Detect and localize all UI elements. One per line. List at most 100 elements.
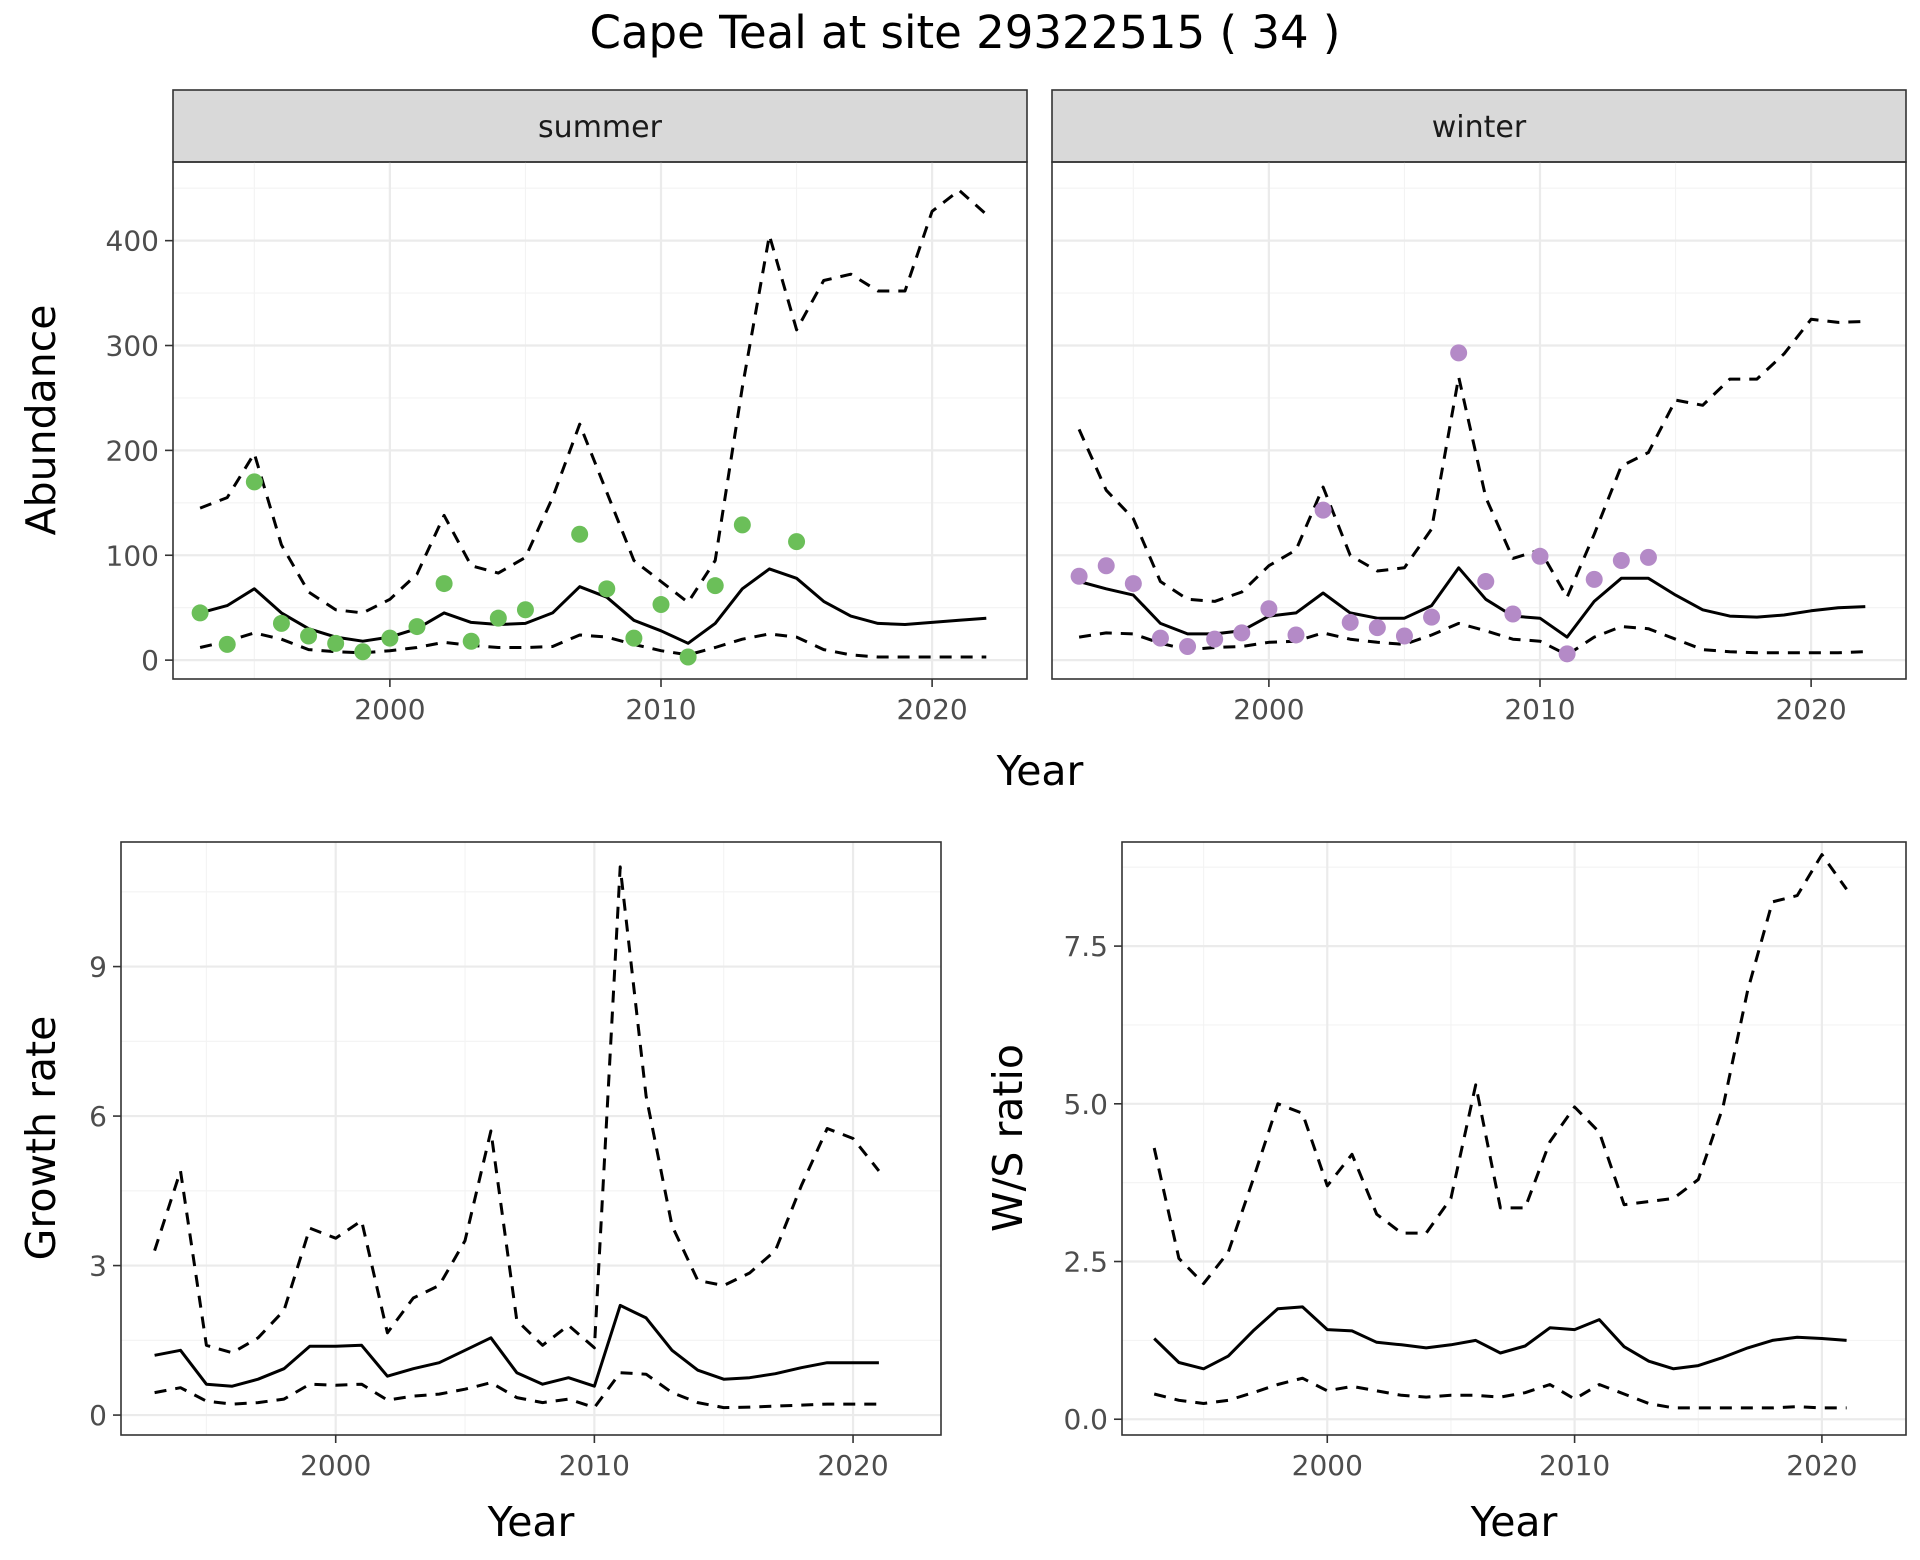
x-axis-title-ws: Year	[1470, 1498, 1558, 1546]
data-point-summer	[191, 604, 209, 622]
data-point-winter	[1314, 501, 1332, 519]
data-point-summer	[245, 473, 263, 491]
x-tick-label: 2000	[354, 693, 425, 726]
data-point-summer	[489, 609, 507, 627]
x-tick-label: 2010	[1504, 693, 1575, 726]
series-line-upper	[153, 865, 881, 1355]
axes-growth: 2000 2010 2020 0 3 6 9	[89, 951, 889, 1482]
data-point-winter	[1233, 624, 1251, 642]
x-axis-title-growth: Year	[487, 1498, 575, 1546]
data-point-winter	[1260, 600, 1278, 618]
y-tick-label: 0	[89, 1399, 107, 1432]
series-line-estimate	[154, 1303, 879, 1388]
y-tick-label: 2.5	[1063, 1246, 1108, 1279]
y-tick-label: 400	[106, 225, 159, 258]
data-growth	[153, 865, 881, 1410]
x-tick-label: 2010	[625, 693, 696, 726]
data-point-winter	[1206, 630, 1224, 648]
data-point-winter	[1341, 613, 1359, 631]
data-point-winter	[1097, 557, 1115, 575]
panel-border-growth	[120, 841, 942, 1436]
x-tick-label: 2010	[559, 1449, 630, 1482]
y-tick-label: 300	[106, 330, 159, 363]
data-point-winter	[1477, 572, 1495, 590]
data-point-winter	[1504, 605, 1522, 623]
strip-winter	[1051, 89, 1907, 163]
data-point-winter	[1124, 575, 1142, 593]
panel-border-winter	[1051, 161, 1907, 680]
series-line-estimate	[199, 567, 987, 645]
data-point-summer	[381, 629, 399, 647]
axes-ws: 2000 2010 2020 0.0 2.5 5.0 7.5	[1063, 930, 1857, 1482]
x-tick-label: 2010	[1539, 1449, 1610, 1482]
data-point-winter	[1531, 547, 1549, 565]
data-point-summer	[435, 575, 453, 593]
strip-label-summer: summer	[538, 110, 663, 145]
y-axis-title-ws: W/S ratio	[984, 1044, 1032, 1232]
figure-title: Cape Teal at site 29322515 ( 34 )	[590, 6, 1341, 59]
data-point-winter	[1423, 608, 1441, 626]
data-point-summer	[462, 632, 480, 650]
data-point-winter	[1287, 626, 1305, 644]
data-point-winter	[1585, 570, 1603, 588]
grid-growth	[121, 842, 941, 1435]
data-point-summer	[788, 533, 806, 551]
data-point-summer	[679, 648, 697, 666]
y-tick-label: 200	[106, 434, 159, 467]
data-point-summer	[571, 525, 589, 543]
data-point-winter	[1151, 629, 1169, 647]
series-line-upper	[1152, 853, 1848, 1286]
data-point-summer	[272, 614, 290, 632]
data-point-summer	[706, 577, 724, 595]
y-tick-label: 5.0	[1063, 1088, 1108, 1121]
data-point-winter	[1612, 551, 1630, 569]
y-tick-label: 0.0	[1063, 1403, 1108, 1436]
data-point-winter	[1368, 619, 1386, 637]
y-tick-label: 9	[89, 951, 107, 984]
grid-ws	[1122, 842, 1906, 1435]
series-line-upper	[199, 188, 988, 615]
x-tick-label: 2000	[300, 1449, 371, 1482]
y-tick-label: 100	[106, 539, 159, 572]
y-axis-title-growth: Growth rate	[17, 1016, 65, 1261]
panel-border-summer	[172, 161, 1028, 680]
data-point-winter	[1450, 344, 1468, 362]
panel-growth-rate: 2000 2010 2020 0 3 6 9	[89, 841, 942, 1482]
panel-abundance-summer: summer 2000 2010 2020 0 100 200 300 400	[106, 89, 1028, 726]
series-line-lower	[1078, 621, 1866, 657]
y-tick-label: 3	[89, 1250, 107, 1283]
panel-abundance-winter: winter 2000 2010 2020	[1051, 89, 1907, 726]
x-tick-label: 2000	[1292, 1449, 1363, 1482]
panel-border-ws	[1121, 841, 1907, 1436]
data-point-summer	[354, 643, 372, 661]
data-point-summer	[598, 580, 616, 598]
x-tick-label: 2020	[1775, 693, 1846, 726]
data-point-summer	[652, 596, 670, 614]
strip-label-winter: winter	[1432, 110, 1527, 145]
data-point-winter	[1395, 627, 1413, 645]
x-axis-title-abundance: Year	[996, 747, 1084, 795]
data-point-winter	[1179, 637, 1197, 655]
data-point-summer	[300, 627, 318, 645]
x-tick-label: 2000	[1233, 693, 1304, 726]
strip-summer	[172, 89, 1028, 163]
series-line-upper	[1077, 317, 1866, 603]
x-tick-label: 2020	[1786, 1449, 1857, 1482]
data-point-winter	[1070, 567, 1088, 585]
y-tick-label: 0	[141, 644, 159, 677]
data-point-summer	[516, 601, 534, 619]
series-line-lower	[199, 631, 987, 659]
x-tick-label: 2020	[817, 1449, 888, 1482]
data-point-summer	[218, 635, 236, 653]
data-point-winter	[1639, 548, 1657, 566]
data-summer	[191, 188, 988, 666]
series-line-lower	[1153, 1376, 1847, 1410]
grid-winter	[1052, 162, 1906, 679]
panel-ws-ratio: 2000 2010 2020 0.0 2.5 5.0 7.5	[1063, 841, 1907, 1482]
axes-summer: 2000 2010 2020 0 100 200 300 400	[106, 225, 968, 726]
axes-winter: 2000 2010 2020	[1233, 679, 1847, 726]
data-winter	[1070, 317, 1866, 663]
y-tick-label: 7.5	[1063, 930, 1108, 963]
series-line-estimate	[1153, 1305, 1847, 1371]
